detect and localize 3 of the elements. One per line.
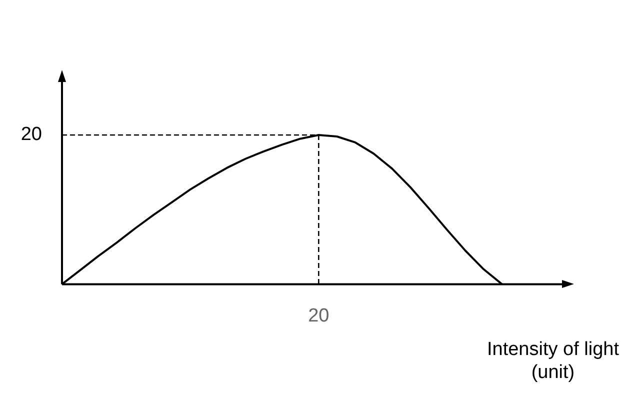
text: 20 [308, 305, 330, 326]
x-axis-title: Intensity of light (unit) [486, 338, 619, 384]
text: 20 [20, 124, 42, 146]
